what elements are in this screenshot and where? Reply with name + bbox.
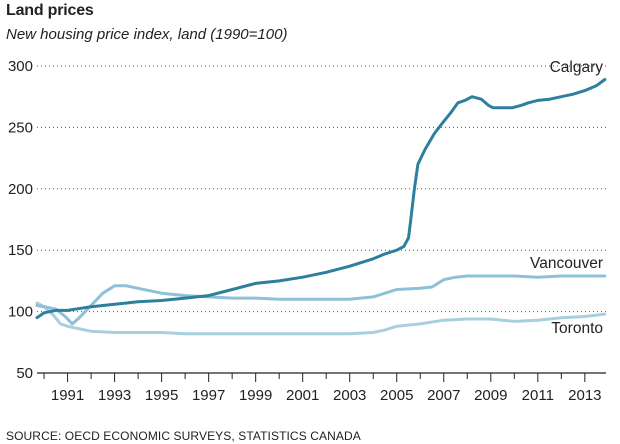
y-axis: 50 100 150 200 250 300 bbox=[8, 58, 33, 382]
series-line-toronto bbox=[35, 301, 607, 336]
x-tick-label-1993: 1993 bbox=[98, 387, 131, 404]
chart-source: SOURCE: OECD ECONOMIC SURVEYS, STATISTIC… bbox=[6, 429, 361, 443]
series-labels: Calgary Vancouver Toronto bbox=[530, 59, 603, 337]
y-tick-label-100: 100 bbox=[8, 304, 33, 321]
series-label-toronto: Toronto bbox=[551, 320, 603, 337]
chart-title: Land prices bbox=[6, 2, 94, 19]
series-line-vancouver bbox=[35, 274, 607, 326]
line-chart: 50 100 150 200 250 300 1991 1993 1995 1997 1999 20… bbox=[8, 58, 607, 404]
x-tick-label-2013: 2013 bbox=[568, 387, 601, 404]
gridlines bbox=[37, 65, 606, 313]
x-tick-label-1991: 1991 bbox=[51, 387, 84, 404]
y-tick-label-50: 50 bbox=[16, 365, 33, 382]
x-tick-label-2003: 2003 bbox=[333, 387, 366, 404]
x-tick-label-2007: 2007 bbox=[427, 387, 460, 404]
y-tick-label-200: 200 bbox=[8, 181, 33, 198]
chart-subtitle: New housing price index, land (1990=100) bbox=[6, 26, 288, 43]
series-line-calgary bbox=[35, 78, 607, 320]
x-tick-label-1999: 1999 bbox=[239, 387, 272, 404]
x-tick-label-2001: 2001 bbox=[286, 387, 319, 404]
series-lines bbox=[35, 78, 607, 336]
series-label-calgary: Calgary bbox=[550, 59, 604, 76]
x-axis: 1991 1993 1995 1997 1999 2001 2003 2005 2007 2009… bbox=[37, 372, 606, 404]
y-tick-label-250: 250 bbox=[8, 119, 33, 136]
x-tick-label-1995: 1995 bbox=[145, 387, 178, 404]
y-tick-label-150: 150 bbox=[8, 242, 33, 259]
x-tick-label-1997: 1997 bbox=[192, 387, 225, 404]
y-tick-label-300: 300 bbox=[8, 58, 33, 75]
x-tick-label-2005: 2005 bbox=[380, 387, 413, 404]
x-tick-label-2009: 2009 bbox=[474, 387, 507, 404]
series-label-vancouver: Vancouver bbox=[530, 255, 603, 272]
x-tick-label-2011: 2011 bbox=[522, 387, 554, 404]
